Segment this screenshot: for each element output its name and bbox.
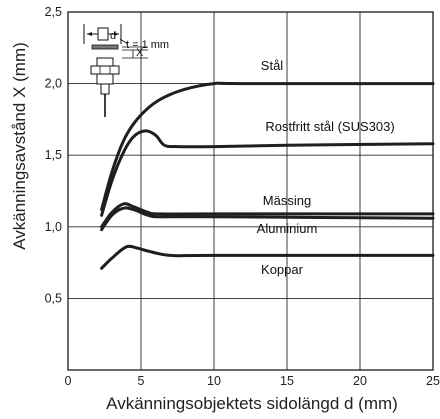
- series-line-aluminium: [100, 206, 435, 232]
- target-plate: [91, 44, 119, 50]
- sensor-head: [96, 57, 114, 67]
- plot-frame: [67, 11, 434, 371]
- x-tick-label: 15: [280, 374, 294, 388]
- x-tick-label: 0: [65, 374, 72, 388]
- sensor-diagram-inset: d t = 1 mm X: [83, 24, 169, 117]
- x-axis-title: Avkänningsobjektets sidolängd d (mm): [106, 394, 398, 413]
- y-tick-label: 1,5: [45, 148, 62, 162]
- y-tick-label: 2,0: [45, 77, 62, 91]
- inset-label-t: t = 1 mm: [126, 39, 169, 51]
- x-tick-label: 10: [207, 374, 221, 388]
- grid: [68, 12, 433, 370]
- y-tick-label: 2,5: [45, 5, 62, 19]
- series-labels: Stål Rostfritt stål (SUS303) Mässing Alumin…: [257, 58, 395, 277]
- series-label-brass: Mässing: [263, 193, 311, 208]
- series-line-stainless-steel: [100, 129, 435, 217]
- series-line-steel: [100, 81, 435, 212]
- series-label-stainless-steel: Rostfritt stål (SUS303): [265, 119, 394, 134]
- series-line-copper: [100, 244, 435, 270]
- x-tick-label: 25: [426, 374, 440, 388]
- y-tick-label: 0,5: [45, 291, 62, 305]
- series-curves: [100, 81, 435, 270]
- series-label-copper: Koppar: [261, 262, 304, 277]
- inset-label-d: d: [110, 30, 116, 42]
- series-label-aluminium: Aluminium: [257, 221, 318, 236]
- tick-labels: 0 5 10 15 20 25 0,5 1,0 1,5 2,0 2,5: [45, 5, 440, 388]
- x-tick-label: 5: [138, 374, 145, 388]
- series-line-brass: [100, 202, 435, 229]
- series-label-steel: Stål: [261, 58, 284, 73]
- y-axis-title: Avkänningsavstånd X (mm): [10, 42, 29, 250]
- y-tick-label: 1,0: [45, 220, 62, 234]
- x-tick-label: 20: [353, 374, 367, 388]
- inset-label-x: X: [136, 47, 144, 59]
